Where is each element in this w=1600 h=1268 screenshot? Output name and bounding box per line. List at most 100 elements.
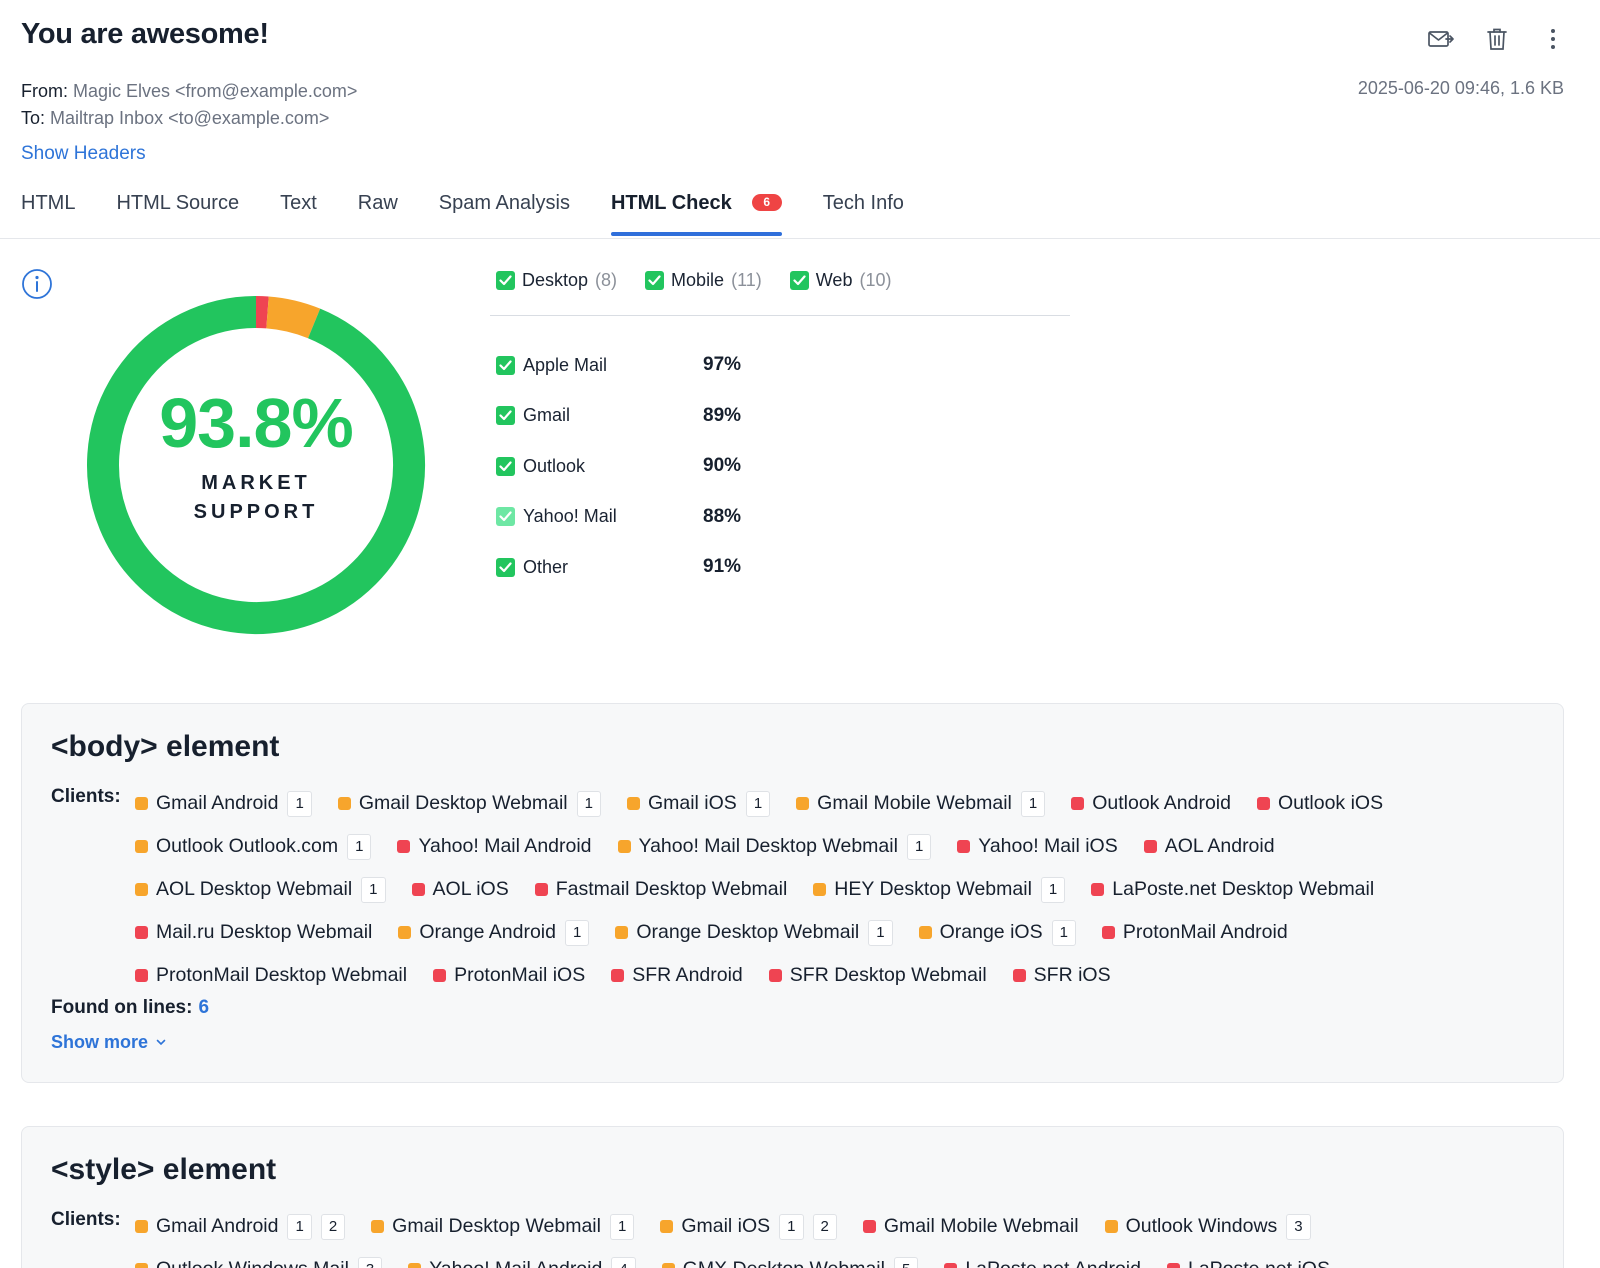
line-number-badge[interactable]: 1	[287, 790, 312, 817]
client-chip-laposte-net-ios[interactable]: LaPoste.net iOS	[1166, 1258, 1330, 1268]
client-row-gmail[interactable]: Gmail 89%	[496, 391, 741, 442]
checkbox-checked-icon[interactable]	[496, 355, 515, 375]
line-number-badge[interactable]: 1	[1051, 919, 1076, 946]
client-chip-gmail-ios[interactable]: Gmail iOS 1	[626, 790, 771, 817]
client-chip-laposte-net-desktop-webmail[interactable]: LaPoste.net Desktop Webmail	[1091, 878, 1374, 901]
line-number-badge[interactable]: 1	[906, 833, 932, 860]
client-chip-label: Gmail Mobile Webmail	[883, 1215, 1079, 1237]
client-chip-outlook-ios[interactable]: Outlook iOS	[1256, 792, 1383, 815]
client-chip-sfr-android[interactable]: SFR Android	[611, 964, 743, 987]
client-chip-sfr-desktop-webmail[interactable]: SFR Desktop Webmail	[768, 964, 987, 987]
client-chip-yahoo-mail-ios[interactable]: Yahoo! Mail iOS	[957, 835, 1118, 858]
line-number-badge[interactable]: 4	[611, 1256, 636, 1268]
client-chip-aol-desktop-webmail[interactable]: AOL Desktop Webmail 1	[135, 876, 386, 903]
client-chip-protonmail-desktop-webmail[interactable]: ProtonMail Desktop Webmail	[135, 964, 407, 987]
client-chip-aol-ios[interactable]: AOL iOS	[411, 878, 509, 901]
platform-filters: Desktop (8) Mobile (11) Web (10)	[496, 270, 891, 291]
checkbox-checked-icon[interactable]	[496, 507, 515, 527]
tab-html-check[interactable]: HTML Check 6	[610, 188, 782, 236]
client-chip-protonmail-ios[interactable]: ProtonMail iOS	[433, 964, 585, 987]
client-chip-orange-desktop-webmail[interactable]: Orange Desktop Webmail 1	[615, 919, 893, 946]
client-chip-laposte-net-android[interactable]: LaPoste.net Android	[944, 1258, 1141, 1268]
client-chip-label: Mail.ru Desktop Webmail	[156, 921, 373, 943]
client-chip-outlook-windows-mail[interactable]: Outlook Windows Mail 3	[135, 1256, 383, 1268]
line-number-badge[interactable]: 1	[609, 1213, 635, 1240]
client-chip-yahoo-mail-desktop-webmail[interactable]: Yahoo! Mail Desktop Webmail 1	[617, 833, 932, 860]
checkbox-checked-icon[interactable]	[496, 406, 515, 426]
line-number-badge[interactable]: 3	[1286, 1213, 1311, 1240]
client-chip-gmail-desktop-webmail[interactable]: Gmail Desktop Webmail 1	[371, 1213, 635, 1240]
status-dot-icon	[371, 1220, 385, 1233]
checkbox-checked-icon[interactable]	[645, 271, 665, 290]
checkbox-checked-icon[interactable]	[496, 456, 515, 476]
filter-mobile[interactable]: Mobile (11)	[645, 270, 762, 291]
client-chip-outlook-outlook-com[interactable]: Outlook Outlook.com 1	[135, 833, 372, 860]
tab-tech-info[interactable]: Tech Info	[822, 192, 904, 214]
line-number-badge[interactable]: 1	[565, 919, 590, 946]
tab-raw[interactable]: Raw	[357, 192, 398, 214]
client-row-yahoo-mail[interactable]: Yahoo! Mail 88%	[496, 492, 741, 543]
client-chip-label: ProtonMail iOS	[454, 964, 586, 986]
line-number-badge[interactable]: 1	[779, 1213, 804, 1240]
info-icon[interactable]	[21, 268, 53, 300]
client-chip-gmail-android[interactable]: Gmail Android 1	[135, 790, 312, 817]
client-chip-row: Gmail Android 1 2 Gmail Desktop Webmail 1 Gma…	[135, 1205, 1535, 1248]
client-chip-hey-desktop-webmail[interactable]: HEY Desktop Webmail 1	[813, 876, 1066, 903]
client-row-other[interactable]: Other 91%	[496, 542, 741, 593]
client-chip-fastmail-desktop-webmail[interactable]: Fastmail Desktop Webmail	[534, 878, 787, 901]
show-more-button[interactable]: Show more	[51, 1032, 166, 1053]
show-headers-link[interactable]: Show Headers	[21, 143, 146, 164]
filter-web[interactable]: Web (10)	[789, 270, 892, 291]
client-chip-mail-ru-desktop-webmail[interactable]: Mail.ru Desktop Webmail	[135, 921, 372, 944]
client-chip-gmail-mobile-webmail[interactable]: Gmail Mobile Webmail 1	[796, 790, 1046, 817]
client-chip-outlook-windows[interactable]: Outlook Windows 3	[1104, 1213, 1311, 1240]
client-chip-gmail-mobile-webmail[interactable]: Gmail Mobile Webmail	[862, 1215, 1079, 1238]
client-chip-protonmail-android[interactable]: ProtonMail Android	[1101, 921, 1288, 944]
tab-spam-analysis[interactable]: Spam Analysis	[438, 192, 570, 214]
checkbox-checked-icon[interactable]	[496, 557, 515, 577]
client-chip-label: LaPoste.net Desktop Webmail	[1112, 878, 1375, 900]
status-dot-icon	[1256, 797, 1270, 810]
client-row-apple-mail[interactable]: Apple Mail 97%	[496, 340, 741, 391]
line-number-badge[interactable]: 5	[893, 1256, 919, 1268]
line-number-badge[interactable]: 1	[287, 1213, 312, 1240]
line-number-badge[interactable]: 2	[812, 1213, 837, 1240]
line-number-badge[interactable]: 1	[347, 833, 372, 860]
client-chip-label: LaPoste.net Android	[965, 1258, 1141, 1268]
line-number-badge[interactable]: 1	[576, 790, 601, 817]
envelope-forward-icon[interactable]	[1424, 22, 1458, 56]
line-number-badge[interactable]: 1	[745, 790, 771, 817]
more-vertical-icon[interactable]	[1536, 22, 1570, 56]
client-chip-gmx-desktop-webmail[interactable]: GMX Desktop Webmail 5	[661, 1256, 919, 1268]
client-chip-yahoo-mail-android[interactable]: Yahoo! Mail Android 4	[408, 1256, 636, 1268]
client-chip-yahoo-mail-android[interactable]: Yahoo! Mail Android	[397, 835, 592, 858]
client-chip-orange-ios[interactable]: Orange iOS 1	[918, 919, 1076, 946]
client-chip-gmail-ios[interactable]: Gmail iOS 1 2	[660, 1213, 837, 1240]
line-number-badge[interactable]: 1	[1040, 876, 1066, 903]
tab-text[interactable]: Text	[280, 192, 317, 214]
trash-icon[interactable]	[1480, 22, 1514, 56]
client-percent: 89%	[703, 404, 742, 426]
line-number-badge[interactable]: 1	[1020, 790, 1046, 817]
client-chip-gmail-desktop-webmail[interactable]: Gmail Desktop Webmail 1	[337, 790, 601, 817]
client-chip-sfr-ios[interactable]: SFR iOS	[1012, 964, 1111, 987]
filter-count: (10)	[859, 270, 892, 290]
line-number-badge[interactable]: 1	[868, 919, 893, 946]
line-number-badge[interactable]: 3	[357, 1256, 383, 1268]
from-line: From: Magic Elves <from@example.com>	[21, 78, 357, 105]
client-row-outlook[interactable]: Outlook 90%	[496, 441, 741, 492]
line-number-badge[interactable]: 1	[361, 876, 386, 903]
line-number-badge[interactable]: 2	[320, 1213, 346, 1240]
checkbox-checked-icon[interactable]	[789, 271, 809, 290]
tab-html[interactable]: HTML	[21, 192, 76, 214]
found-line-link[interactable]: 6	[198, 997, 210, 1018]
client-chip-gmail-android[interactable]: Gmail Android 1 2	[135, 1213, 346, 1240]
client-chip-orange-android[interactable]: Orange Android 1	[398, 919, 590, 946]
filter-desktop[interactable]: Desktop (8)	[496, 270, 617, 291]
tab-html-source[interactable]: HTML Source	[116, 192, 240, 214]
client-chip-aol-android[interactable]: AOL Android	[1143, 835, 1275, 858]
checkbox-checked-icon[interactable]	[496, 271, 515, 290]
client-chip-label: Yahoo! Mail Desktop Webmail	[638, 835, 898, 857]
client-chip-outlook-android[interactable]: Outlook Android	[1071, 792, 1231, 815]
client-chip-label: Outlook Outlook.com	[156, 835, 339, 857]
